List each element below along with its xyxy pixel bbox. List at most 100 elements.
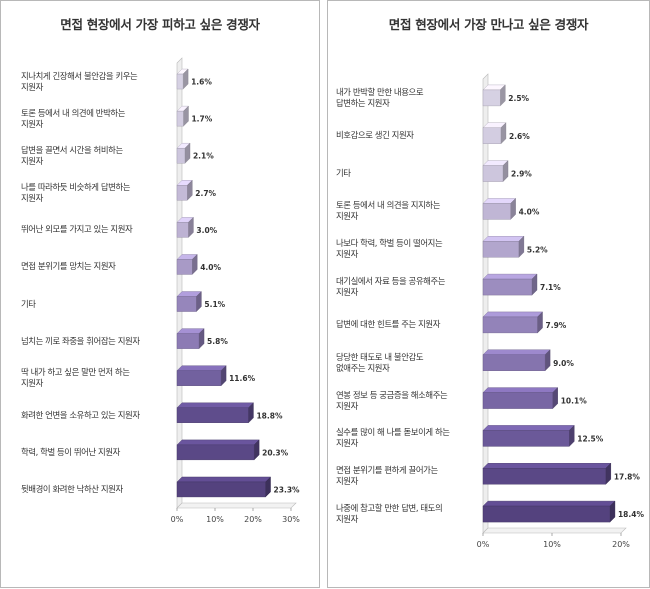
bar-value-label: 1.6% [191,78,212,87]
plot-floor [176,502,297,509]
bar-top-face [176,365,227,371]
bar [176,148,186,164]
category-label: 나보다 학력, 학벌 등이 떨어지는 지원자 [336,238,443,260]
bar-top-face [482,425,575,431]
bar-value-label: 2.1% [193,152,214,161]
bar-chart-avoid: 0% 10% 20% 30% 1.6% 1.7% 2.1% 2.7% 3.0% 4.0% 5.1% 5… [171,57,301,524]
bar [176,296,197,312]
bar-value-label: 7.9% [546,321,567,330]
bar-value-label: 18.8% [256,411,283,420]
category-label: 화려한 언변을 소유하고 있는 지원자 [21,409,140,420]
bar-chart-meet: 0% 10% 20% 2.5% 2.6% 2.9% 4.0% 5.2% 7.1% 7.9% 9.0%… [477,73,645,549]
category-label: 토론 등에서 내 의견을 지지하는 지원자 [336,200,441,222]
category-label: 기타 [336,168,351,179]
category-label: 면접 분위기를 망치는 지원자 [21,261,116,272]
bar-top-face [176,476,272,483]
bar [482,165,504,182]
category-label: 나중에 참고할 만한 답변, 태도의 지원자 [336,503,443,525]
bar [176,370,222,386]
x-tick-label: 30% [282,515,300,524]
chart-title: 면접 현장에서 가장 만나고 싶은 경쟁자 [388,17,589,32]
bar-value-label: 17.8% [614,472,641,481]
bar-value-label: 2.7% [195,189,216,198]
bar [176,185,188,201]
bar-value-label: 20.3% [262,448,289,457]
bar-top-face [482,311,543,318]
bar-value-label: 5.1% [204,300,225,309]
bar-value-label: 9.0% [553,359,574,368]
x-tick-label: 10% [543,540,561,549]
bar [176,73,184,90]
bar-top-face [482,387,559,393]
bar [482,316,538,334]
bar [482,505,611,523]
category-label: 당당한 태도로 내 불안감도 없애주는 지원자 [336,351,424,373]
x-tick-label: 20% [244,515,262,524]
bar [176,110,184,127]
bar [176,259,193,275]
bar-value-label: 12.5% [577,434,604,443]
bar-value-label: 4.0% [519,207,540,216]
bar [176,222,189,238]
bar-value-label: 11.6% [229,374,256,383]
category-label: 실수를 많이 해 나를 돋보이게 하는 지원자 [336,427,450,449]
bar [482,89,501,107]
category-label: 학력, 학벌 등이 뛰어난 지원자 [21,446,120,457]
bar [482,468,607,485]
bar [482,354,546,371]
bar [482,203,511,220]
category-label: 토론 등에서 내 의견에 반박하는 지원자 [21,107,126,129]
bar-value-label: 10.1% [561,397,588,406]
category-label: 내가 반박할 만한 내용으로 답변하는 지원자 [336,86,424,108]
bar [482,278,533,296]
bar-value-label: 4.0% [200,263,221,272]
bar-value-label: 7.1% [540,283,561,292]
bar-top-face [482,273,538,280]
category-label: 답변에 대한 힌트를 주는 지원자 [336,319,441,330]
chart-panel-avoid: 면접 현장에서 가장 피하고 싶은 경쟁자 0% 10% 20% 30% 1.6% 1.7… [0,0,320,588]
category-label: 뛰어난 외모를 가지고 있는 지원자 [21,224,133,235]
bar-top-face [176,402,254,408]
category-label: 대기실에서 자료 등을 공유해주는 지원자 [336,276,446,298]
bar [176,333,200,349]
category-label: 뒷배경이 화려한 낙하산 지원자 [21,483,123,494]
bar-value-label: 23.3% [274,485,301,494]
bar-value-label: 2.5% [508,94,529,103]
category-label: 비호감으로 생긴 지원자 [336,130,414,141]
category-label: 답변을 끌면서 시간을 허비하는 지원자 [21,144,123,166]
bar-value-label: 2.9% [511,170,532,179]
bar-value-label: 1.7% [191,115,212,124]
bar [176,444,255,461]
bar [482,127,502,144]
x-tick-label: 0% [171,515,184,524]
bar-value-label: 18.4% [618,510,645,519]
bar-top-face [482,236,525,242]
bar-value-label: 2.6% [509,132,530,141]
plot-floor [482,527,627,534]
bar-top-face [176,439,260,446]
chart-panel-meet: 면접 현장에서 가장 만나고 싶은 경쟁자 0% 10% 20% 2.5% 2.6% 2.… [327,0,650,588]
x-tick-label: 20% [612,540,630,549]
bar-top-face [482,500,616,507]
category-label: 연봉 정보 등 궁금증을 해소해주는 지원자 [336,389,448,411]
bar [176,407,249,423]
category-label: 넘치는 끼로 좌중을 휘어잡는 지원자 [21,335,140,346]
bar-value-label: 5.2% [527,245,548,254]
bar [482,392,553,409]
category-label: 딱 내가 하고 싶은 말만 먼저 하는 지원자 [21,367,130,389]
bar-top-face [482,349,551,355]
bar [482,241,520,258]
bar-top-face [482,463,612,469]
category-label: 나를 따라하듯 비슷하게 답변하는 지원자 [21,181,131,203]
category-label: 면접 분위기를 편하게 끌어가는 지원자 [336,465,438,487]
category-label: 기타 [21,298,36,309]
bar-value-label: 3.0% [196,226,217,235]
bar-top-face [482,198,517,204]
bar [176,481,266,498]
x-tick-label: 10% [206,515,224,524]
chart-title: 면접 현장에서 가장 피하고 싶은 경쟁자 [60,17,260,32]
x-tick-label: 0% [477,540,490,549]
category-label: 지나치게 긴장해서 불안감을 키우는 지원자 [21,70,138,92]
bar [482,430,570,447]
bar-value-label: 5.8% [207,337,228,346]
